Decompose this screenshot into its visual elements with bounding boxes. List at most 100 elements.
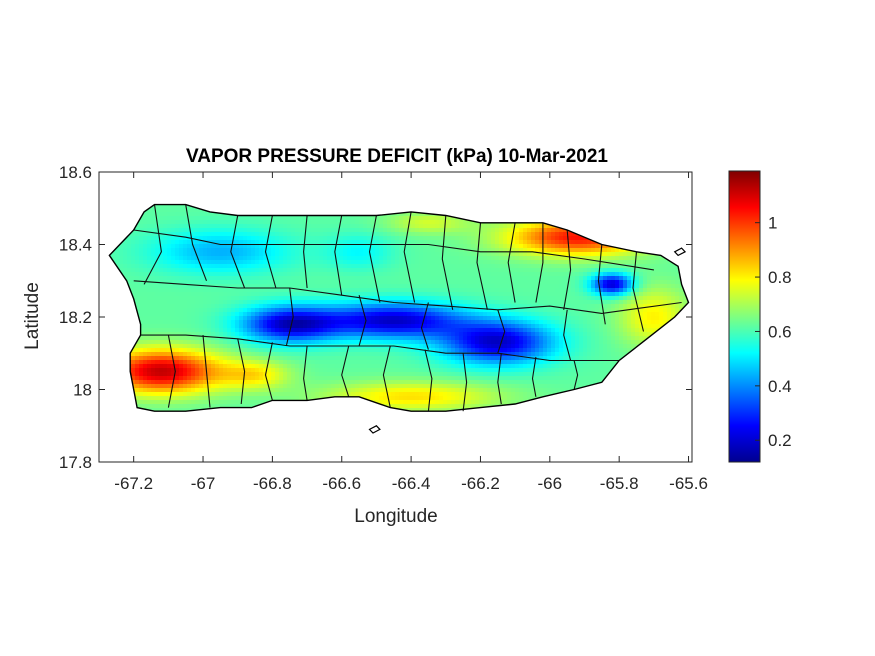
heat-cell (127, 264, 132, 269)
heat-cell (331, 380, 336, 385)
heat-cell (323, 232, 328, 237)
heat-cell (311, 276, 316, 281)
heat-cell (311, 312, 316, 317)
heat-cell (295, 280, 300, 285)
heat-cell (167, 212, 172, 217)
heat-cell (351, 240, 356, 245)
heat-cell (343, 244, 348, 249)
heat-cell (271, 280, 276, 285)
heat-cell (199, 248, 204, 253)
heat-cell (171, 288, 176, 293)
heat-cell (139, 344, 144, 349)
heat-cell (251, 220, 256, 225)
heat-cell (223, 228, 228, 233)
heat-cell (119, 264, 124, 269)
heat-cell (223, 236, 228, 241)
heat-cell (247, 256, 252, 261)
heat-cell (259, 292, 264, 297)
heat-cell (259, 348, 264, 353)
heat-cell (295, 356, 300, 361)
heat-cell (299, 316, 304, 321)
heat-cell (207, 380, 212, 385)
heat-cell (267, 316, 272, 321)
heat-cell (359, 372, 364, 377)
heat-cell (263, 324, 268, 329)
heat-cell (211, 404, 216, 409)
heat-cell (155, 380, 160, 385)
heat-cell (307, 324, 312, 329)
heat-cell (323, 348, 328, 353)
heat-cell (239, 368, 244, 373)
heat-cell (251, 248, 256, 253)
heat-cell (195, 332, 200, 337)
heat-cell (359, 260, 364, 265)
heat-cell (207, 356, 212, 361)
heat-cell (259, 324, 264, 329)
heat-cell (343, 280, 348, 285)
heat-cell (307, 284, 312, 289)
heat-cell (219, 340, 224, 345)
heat-cell (219, 308, 224, 313)
heat-cell (239, 316, 244, 321)
heat-cell (211, 308, 216, 313)
heat-cell (175, 224, 180, 229)
heat-cell (195, 244, 200, 249)
heat-cell (187, 328, 192, 333)
heat-cell (255, 224, 260, 229)
heat-cell (211, 348, 216, 353)
heat-cell (259, 336, 264, 341)
heat-cell (339, 372, 344, 377)
heat-cell (323, 368, 328, 373)
heat-cell (215, 280, 220, 285)
heat-cell (243, 376, 248, 381)
heat-cell (155, 388, 160, 393)
heat-cell (263, 264, 268, 269)
heat-cell (251, 332, 256, 337)
heat-cell (279, 396, 284, 401)
heat-cell (307, 392, 312, 397)
heat-cell (163, 228, 168, 233)
heat-cell (255, 220, 260, 225)
heat-cell (335, 312, 340, 317)
heat-cell (367, 256, 372, 261)
heat-cell (311, 236, 316, 241)
heat-cell (347, 320, 352, 325)
heat-cell (231, 308, 236, 313)
heat-cell (307, 280, 312, 285)
heat-cell (247, 300, 252, 305)
heat-cell (263, 228, 268, 233)
heat-cell (159, 272, 164, 277)
heat-cell (351, 384, 356, 389)
heat-cell (155, 300, 160, 305)
heat-cell (315, 296, 320, 301)
heat-cell (279, 268, 284, 273)
heat-cell (159, 384, 164, 389)
heat-cell (367, 304, 372, 309)
heat-cell (127, 280, 132, 285)
heat-cell (371, 244, 376, 249)
heat-cell (243, 368, 248, 373)
heat-cell (295, 220, 300, 225)
heat-cell (303, 244, 308, 249)
heat-cell (163, 248, 168, 253)
heat-cell (199, 360, 204, 365)
heat-cell (319, 360, 324, 365)
heat-cell (159, 336, 164, 341)
heat-cell (235, 364, 240, 369)
heat-cell (331, 372, 336, 377)
heat-cell (355, 236, 360, 241)
heat-cell (255, 316, 260, 321)
heat-cell (195, 260, 200, 265)
heat-cell (315, 368, 320, 373)
heat-cell (339, 300, 344, 305)
heat-cell (155, 392, 160, 397)
heat-cell (223, 312, 228, 317)
heat-cell (303, 328, 308, 333)
heat-cell (179, 376, 184, 381)
heat-cell (163, 300, 168, 305)
heat-cell (287, 280, 292, 285)
heat-cell (367, 360, 372, 365)
heat-cell (143, 300, 148, 305)
heat-cell (207, 268, 212, 273)
heat-cell (219, 336, 224, 341)
